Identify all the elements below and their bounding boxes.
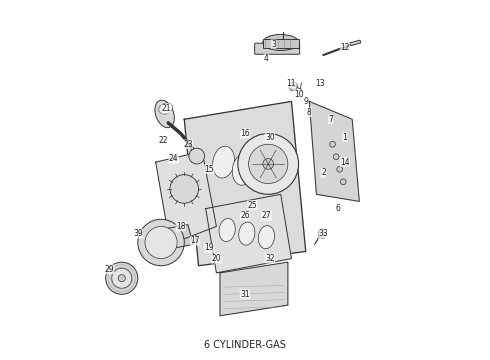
Polygon shape: [184, 102, 306, 266]
Ellipse shape: [239, 222, 255, 245]
Text: 13: 13: [315, 79, 325, 88]
FancyBboxPatch shape: [255, 43, 300, 54]
Text: 4: 4: [264, 54, 269, 63]
Polygon shape: [206, 194, 292, 273]
Circle shape: [330, 141, 335, 147]
Circle shape: [118, 275, 125, 282]
Text: 8: 8: [307, 108, 312, 117]
Polygon shape: [168, 225, 193, 249]
Circle shape: [106, 262, 138, 294]
Text: 25: 25: [247, 201, 257, 210]
Circle shape: [189, 148, 205, 164]
Text: 21: 21: [162, 104, 171, 113]
Ellipse shape: [252, 161, 274, 192]
Text: 1: 1: [343, 132, 347, 141]
Ellipse shape: [159, 103, 172, 114]
Text: 17: 17: [190, 236, 200, 245]
Circle shape: [333, 154, 339, 159]
Text: 11: 11: [287, 79, 296, 88]
Ellipse shape: [318, 230, 325, 238]
Text: 22: 22: [158, 136, 168, 145]
Text: 20: 20: [212, 254, 221, 263]
Text: 29: 29: [104, 265, 114, 274]
Text: 23: 23: [183, 140, 193, 149]
Text: 26: 26: [240, 211, 250, 220]
Text: 2: 2: [321, 168, 326, 177]
Text: 12: 12: [340, 43, 350, 52]
Polygon shape: [309, 102, 359, 202]
Text: 9: 9: [303, 97, 308, 106]
Ellipse shape: [145, 226, 177, 258]
Circle shape: [248, 144, 288, 184]
Text: 16: 16: [240, 129, 250, 138]
Ellipse shape: [138, 219, 184, 266]
Text: 7: 7: [328, 115, 333, 124]
Ellipse shape: [258, 226, 274, 249]
Ellipse shape: [232, 153, 254, 185]
Circle shape: [289, 82, 297, 91]
Text: 27: 27: [262, 211, 271, 220]
Circle shape: [337, 166, 343, 172]
Text: 10: 10: [294, 90, 303, 99]
Circle shape: [238, 134, 298, 194]
Text: 19: 19: [204, 243, 214, 252]
Circle shape: [112, 268, 132, 288]
Text: 3: 3: [271, 40, 276, 49]
Text: 6 CYLINDER-GAS: 6 CYLINDER-GAS: [204, 340, 286, 350]
Circle shape: [170, 175, 198, 203]
Text: 14: 14: [340, 158, 350, 167]
Ellipse shape: [155, 100, 174, 128]
Circle shape: [341, 179, 346, 185]
Text: 15: 15: [204, 165, 214, 174]
Text: 39: 39: [133, 229, 143, 238]
Ellipse shape: [263, 35, 298, 50]
Text: 31: 31: [240, 290, 250, 299]
FancyBboxPatch shape: [263, 39, 298, 48]
Ellipse shape: [213, 146, 235, 178]
Text: 33: 33: [318, 229, 328, 238]
Text: 24: 24: [169, 154, 178, 163]
Bar: [350, 40, 361, 46]
Text: 6: 6: [336, 204, 341, 213]
Text: 18: 18: [176, 222, 185, 231]
Ellipse shape: [219, 219, 235, 242]
Polygon shape: [156, 152, 217, 244]
Text: 32: 32: [265, 254, 275, 263]
Polygon shape: [220, 262, 288, 316]
Circle shape: [263, 158, 273, 169]
Text: 30: 30: [265, 132, 275, 141]
